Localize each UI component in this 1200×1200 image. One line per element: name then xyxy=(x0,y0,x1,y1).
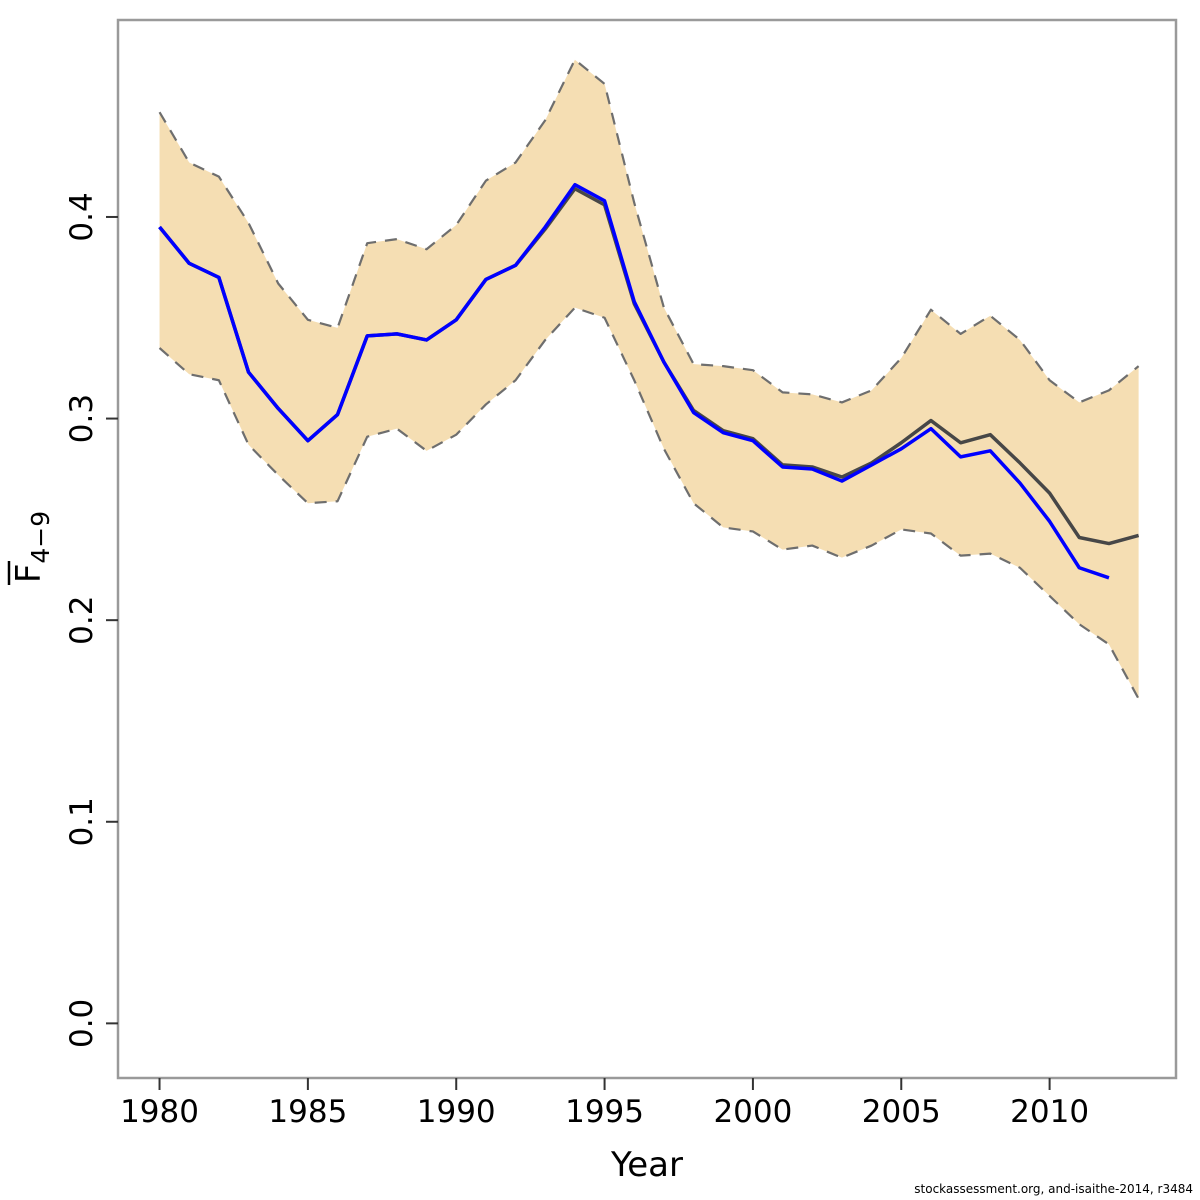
plot-border xyxy=(116,18,1178,1080)
y-tick-label: 0.2 xyxy=(64,596,100,645)
line-comparison-run xyxy=(158,182,1110,580)
x-axis-title: Year xyxy=(610,1145,683,1185)
x-tick-label: 1990 xyxy=(417,1094,496,1130)
footer-credit: stockassessment.org, and-isaithe-2014, r… xyxy=(914,1182,1193,1196)
y-tick-label: 0.1 xyxy=(64,797,100,846)
x-tick-label: 1985 xyxy=(268,1094,347,1130)
y-tick-label: 0.4 xyxy=(64,192,100,241)
x-tick-label: 1995 xyxy=(565,1094,644,1130)
confidence-band-upper-border xyxy=(158,58,1140,404)
y-tick-label: 0.0 xyxy=(64,999,100,1048)
y-tick-label: 0.3 xyxy=(64,394,100,443)
x-tick-label: 2010 xyxy=(1010,1094,1089,1130)
y-axis-title-text: F4−9 xyxy=(9,511,55,583)
x-tick-label: 2000 xyxy=(713,1094,792,1130)
x-tick-label: 1980 xyxy=(120,1094,199,1130)
confidence-band-lower-border xyxy=(158,306,1140,700)
y-axis-title: F4−9 xyxy=(7,511,55,585)
confidence-band xyxy=(159,59,1139,699)
x-tick-label: 2005 xyxy=(862,1094,941,1130)
